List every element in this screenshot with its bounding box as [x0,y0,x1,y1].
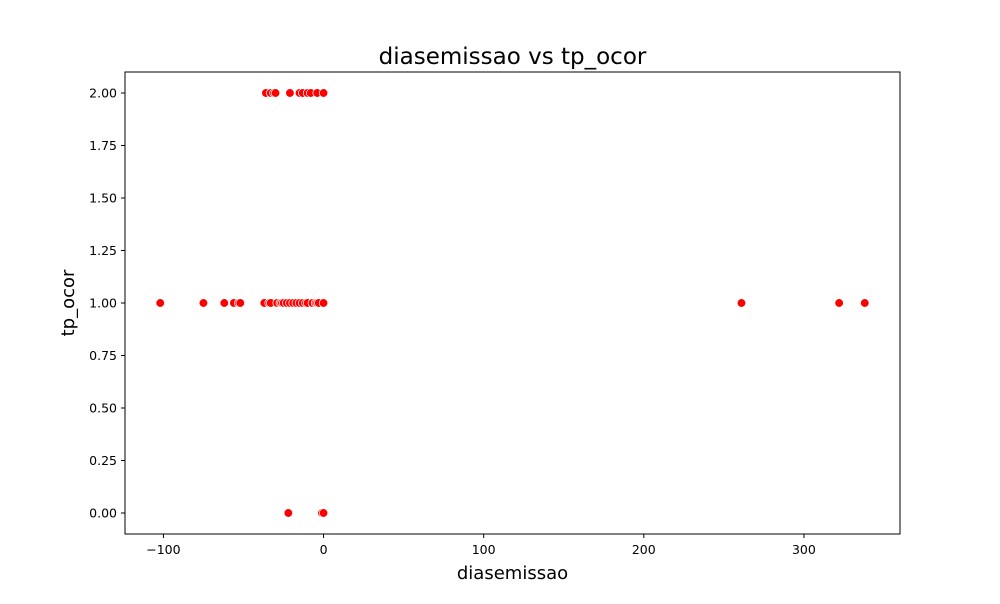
x-tick-label: −100 [146,542,180,557]
data-point [283,508,293,518]
data-point [834,298,844,308]
x-tick-label: 100 [472,542,496,557]
data-point [860,298,870,308]
data-point [270,88,281,98]
y-axis-label: tp_ocor [58,269,79,336]
data-point [198,298,209,308]
data-points [155,88,870,518]
chart-title: diasemissao vs tp_ocor [379,44,647,70]
x-axis-ticks: −100 0 100 200 300 [146,534,816,557]
y-axis-ticks: 0.00 0.25 0.50 0.75 1.00 1.25 1.50 1.75 2.00 [89,86,125,521]
x-tick-label: 200 [632,542,656,557]
x-tick-label: 300 [792,542,816,557]
x-tick-label: 0 [320,542,328,557]
data-point [285,88,295,98]
y-tick-label: 1.00 [89,296,117,311]
y-tick-label: 1.25 [89,243,117,258]
y-tick-label: 0.75 [89,348,117,363]
x-axis-label: diasemissao [457,563,568,584]
y-tick-label: 0.00 [89,506,117,521]
y-tick-label: 0.25 [89,453,117,468]
data-point [318,508,329,518]
data-point [235,298,245,308]
data-point [219,298,229,308]
data-point [318,298,329,308]
data-point [155,298,165,308]
y-tick-label: 0.50 [89,401,117,416]
y-tick-label: 1.50 [89,191,117,206]
y-tick-label: 2.00 [89,86,117,101]
data-point [736,298,747,308]
data-point [318,88,329,98]
y-tick-label: 1.75 [89,138,117,153]
plot-frame [124,71,901,535]
plot-area [125,72,900,534]
